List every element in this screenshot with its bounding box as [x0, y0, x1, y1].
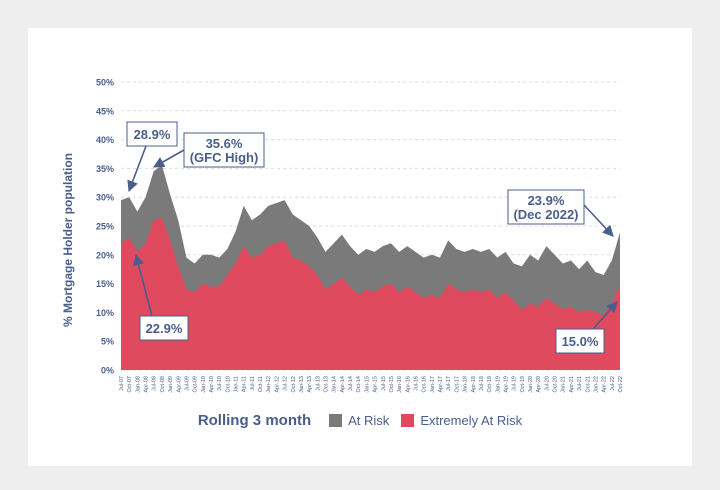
x-tick-label: Jul-20	[544, 376, 550, 391]
legend-label-extremely-at-risk: Extremely At Risk	[420, 413, 523, 428]
x-tick-label: Oct-15	[389, 376, 395, 393]
x-tick-label: Apr-08	[144, 376, 150, 393]
annotation-label: 22.9%	[146, 321, 183, 336]
annotation-label: 15.0%	[562, 334, 599, 349]
x-tick-label: Jan-13	[299, 376, 305, 393]
x-tick-label: Apr-15	[373, 376, 379, 393]
annotation-label: 23.9% (Dec 2022)	[513, 193, 578, 222]
legend-title: Rolling 3 month	[197, 412, 312, 429]
x-tick-label: Jul-16	[413, 376, 419, 391]
x-tick-label: Oct-13	[324, 376, 330, 393]
x-tick-label: Oct-18	[487, 376, 493, 393]
annotation-box	[507, 189, 585, 225]
x-tick-label: Oct-07	[127, 376, 133, 393]
x-tick-label: Jul-15	[381, 376, 387, 391]
x-tick-label: Jul-12	[283, 376, 289, 391]
x-tick-label: Jul-21	[577, 376, 583, 391]
legend-label-at-risk: At Risk	[348, 413, 390, 428]
x-tick-label: Apr-09	[176, 376, 182, 393]
annotation-box	[555, 328, 605, 354]
annotation-box	[126, 121, 178, 147]
x-tick-label: Jul-07	[119, 376, 125, 391]
x-tick-label: Apr-11	[242, 376, 248, 392]
x-tick-label: Jan-17	[430, 376, 436, 393]
x-tick-label: Oct-19	[520, 376, 526, 393]
annotation-arrow	[127, 145, 147, 193]
x-tick-label: Jul-18	[479, 376, 485, 391]
x-tick-label: Jan-18	[463, 376, 469, 393]
x-tick-label: Apr-19	[503, 376, 509, 393]
y-tick-label: 10%	[96, 308, 114, 318]
annotation-arrow	[592, 301, 618, 330]
x-tick-label: Apr-17	[438, 376, 444, 393]
x-tick-label: Jul-09	[184, 376, 190, 391]
x-tick-label: Oct-16	[422, 376, 428, 393]
x-tick-label: Jan-09	[168, 376, 174, 393]
x-tick-label: Jan-10	[201, 376, 207, 393]
annotation-box	[139, 315, 189, 341]
x-tick-label: Apr-14	[340, 376, 346, 393]
x-tick-label: Oct-10	[225, 376, 231, 393]
x-tick-label: Apr-20	[536, 376, 542, 393]
x-tick-label: Jul-14	[348, 376, 354, 391]
y-tick-label: 45%	[96, 106, 114, 116]
x-tick-label: Oct-08	[160, 376, 166, 393]
y-tick-label: 30%	[96, 193, 114, 203]
legend: Rolling 3 month At Risk Extremely At Ris…	[0, 412, 720, 429]
x-tick-label: Oct-21	[585, 376, 591, 393]
y-tick-label: 15%	[96, 279, 114, 289]
x-tick-label: Oct-09	[193, 376, 199, 393]
x-tick-label: Jan-14	[332, 376, 338, 393]
y-tick-label: 0%	[101, 366, 114, 376]
x-tick-label: Jan-15	[364, 376, 370, 393]
x-tick-label: Jan-08	[135, 376, 141, 393]
y-tick-label: 25%	[96, 222, 114, 232]
annotation-arrow	[133, 253, 153, 317]
x-tick-label: Oct-12	[291, 376, 297, 393]
y-tick-label: 20%	[96, 250, 114, 260]
x-tick-label: Oct-14	[356, 376, 362, 393]
annotation-label: 35.6% (GFC High)	[190, 136, 259, 165]
y-axis-label: % Mortgage Holder population	[61, 153, 75, 327]
x-tick-label: Jan-21	[561, 376, 567, 393]
y-tick-label: 35%	[96, 164, 114, 174]
x-tick-label: Jan-12	[266, 376, 272, 393]
x-tick-label: Jul-17	[446, 376, 452, 391]
y-tick-label: 5%	[101, 337, 114, 347]
annotation-arrow	[583, 204, 614, 237]
x-tick-label: Jul-08	[152, 376, 158, 391]
x-tick-label: Apr-16	[405, 376, 411, 393]
annotation-arrow	[153, 149, 185, 168]
x-tick-label: Apr-10	[209, 376, 215, 393]
y-tick-label: 50%	[96, 78, 114, 88]
x-tick-label: Apr-18	[471, 376, 477, 393]
legend-item-extremely-at-risk: Extremely At Risk	[401, 413, 522, 428]
x-tick-label: Jan-16	[397, 376, 403, 393]
x-tick-label: Apr-13	[307, 376, 313, 393]
annotation-box	[183, 132, 265, 168]
x-tick-label: Jul-19	[512, 376, 518, 391]
x-tick-label: Oct-22	[618, 376, 624, 393]
x-tick-label: Apr-21	[569, 376, 575, 393]
x-tick-label: Oct-17	[454, 376, 460, 393]
x-tick-label: Oct-20	[553, 376, 559, 393]
x-tick-label: Apr-12	[274, 376, 280, 393]
x-tick-label: Jul-11	[250, 376, 256, 391]
x-tick-label: Jul-10	[217, 376, 223, 391]
x-tick-label: Apr-22	[602, 376, 608, 393]
legend-swatch-extremely-at-risk	[401, 414, 415, 427]
legend-swatch-at-risk	[329, 414, 343, 427]
x-tick-label: Jan-19	[495, 376, 501, 393]
legend-item-at-risk: At Risk	[329, 413, 389, 428]
x-tick-label: Oct-11	[258, 376, 264, 392]
x-tick-label: Jul-22	[610, 376, 616, 391]
annotation-label: 28.9%	[134, 127, 171, 142]
extremely-at-risk-area	[121, 217, 620, 370]
y-tick-label: 40%	[96, 135, 114, 145]
x-tick-label: Jan-20	[528, 376, 534, 393]
x-tick-label: Jan-11	[234, 376, 240, 392]
x-tick-label: Jan-22	[593, 376, 599, 393]
x-tick-label: Jul-13	[315, 376, 321, 391]
